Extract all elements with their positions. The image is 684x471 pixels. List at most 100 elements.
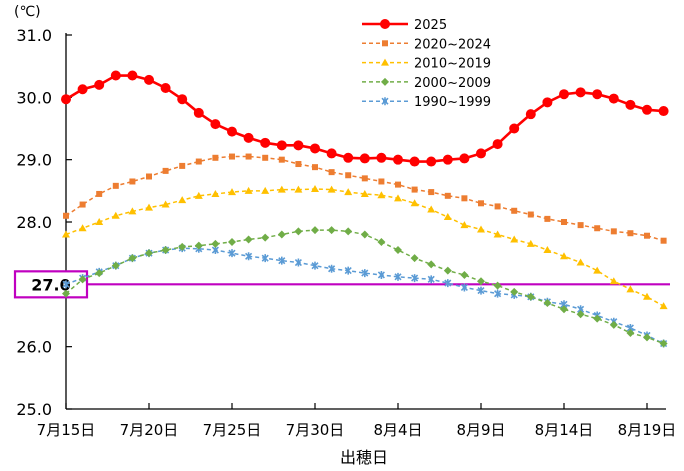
data-point [94, 79, 105, 90]
data-point [660, 237, 667, 244]
data-point [394, 272, 402, 281]
legend: 2025 2020~2024 2010~2019 2000~2009 1990~1999 [362, 18, 491, 110]
data-point [62, 230, 70, 238]
data-point [576, 310, 585, 319]
reference-line-group: 27.0 [13, 270, 670, 299]
data-point [477, 286, 485, 295]
data-point [609, 320, 618, 329]
data-point [609, 277, 618, 285]
data-point [344, 227, 353, 236]
data-point [261, 233, 270, 242]
y-tick-label: 25.0 [16, 400, 52, 419]
legend-item-2000~2009: 2000~2009 [362, 76, 491, 91]
data-point [444, 279, 452, 288]
data-point [560, 305, 568, 314]
data-point [111, 211, 120, 219]
data-point [476, 148, 486, 159]
data-point [112, 182, 119, 189]
data-point [460, 270, 469, 279]
data-point [326, 148, 337, 159]
data-point [478, 200, 484, 207]
data-point [311, 226, 319, 235]
data-point [460, 221, 469, 229]
data-point [493, 281, 502, 290]
data-point [277, 185, 286, 193]
data-point [328, 264, 336, 273]
data-point [278, 256, 286, 265]
series-2010~2019 [62, 184, 668, 310]
data-point [78, 224, 87, 232]
data-point [345, 172, 352, 179]
data-point [311, 184, 319, 192]
data-point [542, 97, 553, 108]
data-point [592, 89, 603, 100]
data-point [161, 200, 170, 208]
data-point [278, 156, 285, 163]
series-1990~1999 [62, 244, 668, 348]
data-point [228, 188, 236, 196]
data-point [343, 152, 354, 163]
data-point [146, 173, 152, 180]
axes [65, 33, 666, 410]
data-point [78, 275, 87, 284]
data-point [659, 302, 668, 310]
data-point [377, 237, 386, 246]
data-point [359, 153, 370, 164]
series-line [65, 155, 664, 242]
data-point [361, 269, 369, 278]
y-tick-label: 30.0 [16, 88, 52, 107]
data-point [594, 225, 601, 232]
data-point [295, 161, 302, 168]
legend-item-2020~2024: 2020~2024 [362, 37, 491, 52]
data-point [526, 239, 535, 247]
data-point [360, 189, 369, 197]
x-tick-label: 7月15日 [37, 421, 96, 439]
data-point [410, 254, 419, 263]
y-tick-label: 28.0 [16, 213, 52, 232]
data-point [443, 213, 452, 221]
data-point [162, 167, 169, 174]
data-point [61, 94, 71, 105]
data-point [194, 241, 203, 250]
data-point [277, 230, 286, 239]
data-point [378, 178, 385, 185]
data-point [110, 70, 121, 81]
data-point [642, 104, 652, 115]
y-tick-label: 29.0 [16, 151, 52, 170]
y-unit-label: (℃) [14, 4, 41, 20]
data-point [410, 199, 419, 207]
data-point [312, 164, 318, 171]
data-point [428, 189, 435, 196]
data-point [145, 249, 153, 258]
data-point [360, 230, 369, 239]
data-point [328, 169, 335, 176]
data-point [111, 261, 120, 270]
data-point [228, 237, 236, 246]
legend-label: 2020~2024 [414, 37, 491, 52]
data-point [381, 58, 389, 66]
data-point [294, 185, 303, 193]
data-point [394, 246, 402, 255]
x-tick-label: 7月30日 [286, 421, 345, 439]
data-point [626, 285, 635, 293]
series-line [65, 188, 664, 307]
data-point [228, 249, 236, 258]
data-point [608, 93, 619, 104]
data-point [427, 260, 436, 269]
data-point [510, 235, 519, 243]
data-point [293, 140, 304, 151]
data-point [427, 205, 436, 213]
data-point [63, 212, 69, 219]
data-point [493, 230, 502, 238]
data-point [575, 87, 586, 98]
data-point [95, 269, 104, 278]
data-point [261, 254, 269, 263]
data-point [394, 194, 402, 202]
data-point [577, 222, 584, 229]
x-tick-label: 7月25日 [203, 421, 262, 439]
data-point [509, 123, 520, 134]
data-point [211, 189, 220, 197]
series-line [65, 247, 664, 345]
